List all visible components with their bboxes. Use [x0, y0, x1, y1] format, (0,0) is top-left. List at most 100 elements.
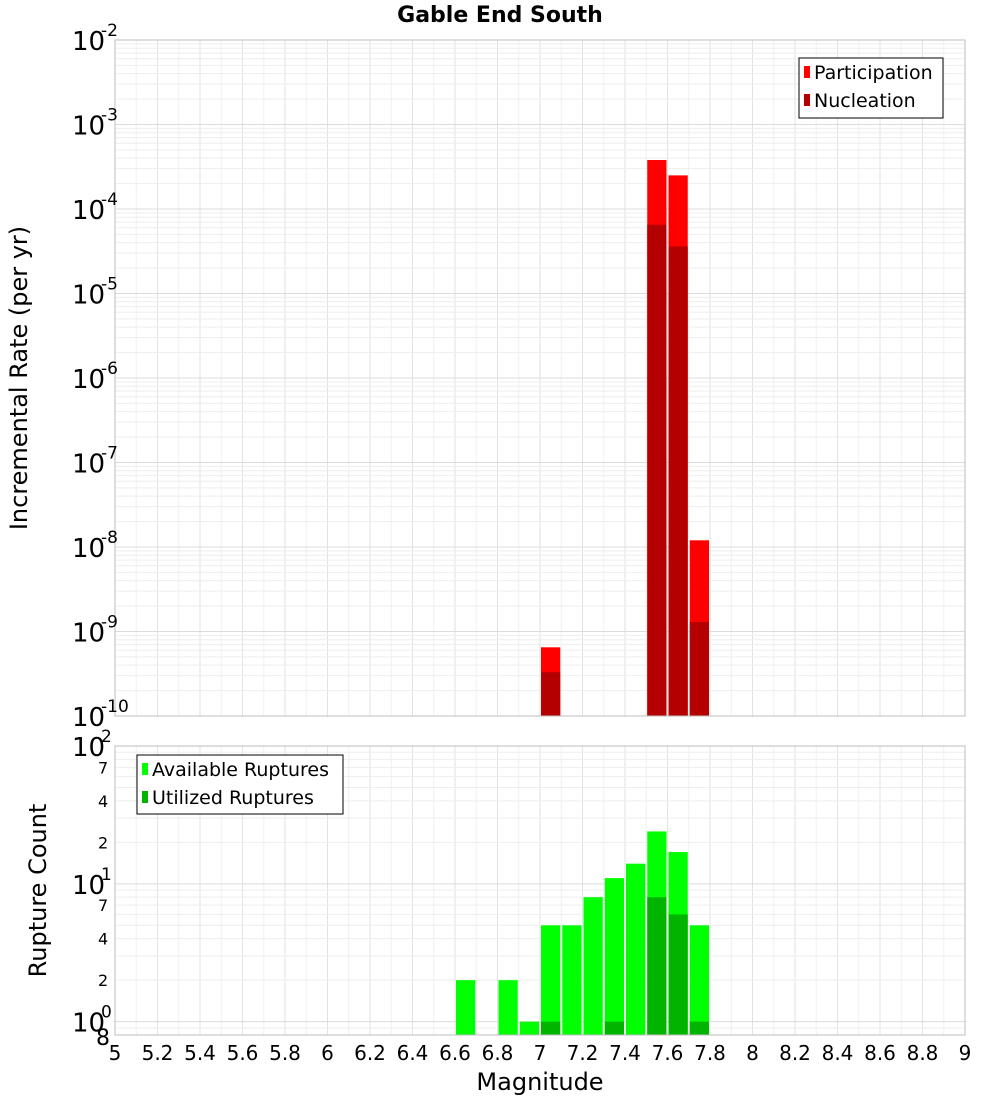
bottom-y-tick-label: 101	[72, 865, 112, 901]
x-tick-label: 5	[109, 1041, 122, 1065]
x-tick-label: 9	[959, 1041, 972, 1065]
x-tick-label: 6.6	[439, 1041, 471, 1065]
legend-label: Available Ruptures	[152, 759, 329, 781]
top-y-tick-base: 10	[72, 365, 105, 395]
x-tick-label: 7	[534, 1041, 547, 1065]
bottom-y-tick-base: 10	[72, 1009, 105, 1039]
bottom-y-minor-tick-label: 7	[98, 896, 108, 915]
x-tick-label: 7.6	[652, 1041, 684, 1065]
bottom-bar-available-ruptures	[541, 925, 561, 1035]
top-y-tick-label: 10-4	[72, 190, 118, 226]
x-tick-label: 5.2	[142, 1041, 174, 1065]
top-y-tick-exponent: -7	[101, 444, 118, 464]
bottom-bar-available-ruptures	[626, 863, 646, 1035]
bottom-bar-available-ruptures	[562, 925, 582, 1035]
top-bar-nucleation	[647, 224, 667, 716]
x-tick-label: 5.8	[269, 1041, 301, 1065]
top-bar-nucleation	[689, 621, 709, 716]
legend-label: Participation	[814, 62, 933, 84]
bottom-y-minor-tick-label: 2	[98, 971, 108, 990]
bottom-bar-available-ruptures	[519, 1021, 539, 1035]
top-y-tick-label: 10-2	[72, 21, 118, 57]
top-y-tick-base: 10	[72, 619, 105, 649]
top-y-tick-label: 10-5	[72, 275, 118, 311]
top-y-tick-label: 10-6	[72, 359, 118, 395]
bottom-y-axis-label: Rupture Count	[24, 804, 52, 978]
x-tick-label: 7.2	[567, 1041, 599, 1065]
x-tick-label: 7.8	[694, 1041, 726, 1065]
top-y-tick-exponent: -3	[101, 106, 118, 126]
top-bar-nucleation	[541, 672, 561, 716]
top-y-tick-base: 10	[72, 703, 105, 733]
bottom-bar-utilized-ruptures	[689, 1021, 709, 1035]
top-y-tick-label: 10-7	[72, 444, 118, 480]
bottom-y-tick-label: 102	[72, 727, 112, 763]
legend-swatch	[804, 66, 810, 78]
bottom-bar-available-ruptures	[604, 878, 624, 1035]
top-y-axis-label: Incremental Rate (per yr)	[5, 226, 33, 530]
plot-frame-2	[114, 745, 966, 1036]
bottom-y-tick-base: 10	[72, 733, 105, 763]
x-tick-label: 6	[321, 1041, 334, 1065]
top-y-tick-exponent: -10	[101, 697, 129, 717]
legend-top: Participation Nucleation	[798, 57, 944, 119]
x-tick-label: 8.8	[907, 1041, 939, 1065]
top-y-tick-base: 10	[72, 196, 105, 226]
top-y-tick-exponent: -2	[101, 21, 118, 41]
bottom-y-tick-exponent: 0	[101, 1003, 112, 1023]
legend-box	[798, 57, 944, 119]
x-axis-label: Magnitude	[476, 1068, 603, 1096]
top-y-tick-exponent: -9	[101, 613, 118, 633]
x-tick-label: 5.4	[184, 1041, 216, 1065]
legend-bottom: Available Ruptures Utilized Ruptures	[136, 754, 344, 815]
top-y-tick-exponent: -5	[101, 275, 118, 295]
bottom-bar-available-ruptures	[456, 980, 476, 1035]
bottom-bar-utilized-ruptures	[647, 897, 667, 1035]
chart-title: Gable End South	[397, 3, 603, 28]
legend-label: Utilized Ruptures	[152, 787, 314, 809]
bottom-y-minor-tick-label: 8	[96, 1026, 110, 1051]
top-y-tick-exponent: -8	[101, 528, 118, 548]
bottom-bar-available-ruptures	[689, 925, 709, 1035]
top-y-tick-base: 10	[72, 112, 105, 142]
top-y-tick-label: 10-3	[72, 106, 118, 142]
legend-swatch	[142, 763, 148, 775]
x-tick-label: 7.4	[609, 1041, 641, 1065]
top-y-tick-label: 10-9	[72, 613, 118, 649]
x-tick-label: 8	[746, 1041, 759, 1065]
x-tick-label: 6.4	[397, 1041, 429, 1065]
top-y-tick-label: 10-8	[72, 528, 118, 564]
bottom-y-minor-tick-label: 7	[98, 758, 108, 777]
bottom-y-minor-tick-label: 4	[98, 930, 108, 949]
x-tick-label: 6.2	[354, 1041, 386, 1065]
bottom-y-tick-base: 10	[72, 871, 105, 901]
top-y-tick-base: 10	[72, 27, 105, 57]
bottom-y-tick-exponent: 2	[101, 727, 112, 747]
bottom-y-minor-tick-label: 4	[98, 792, 108, 811]
top-bar-nucleation	[668, 246, 688, 716]
bottom-bar-utilized-ruptures	[668, 914, 688, 1035]
x-tick-label: 8.4	[822, 1041, 854, 1065]
bottom-bar-utilized-ruptures	[604, 1021, 624, 1035]
x-tick-label: 8.6	[864, 1041, 896, 1065]
bottom-bar-utilized-ruptures	[541, 1021, 561, 1035]
top-y-tick-base: 10	[72, 450, 105, 480]
top-y-tick-base: 10	[72, 281, 105, 311]
top-y-tick-exponent: -4	[101, 190, 118, 210]
legend-swatch	[804, 94, 810, 106]
legend-box	[136, 754, 344, 815]
x-tick-label: 5.6	[227, 1041, 259, 1065]
bottom-bar-available-ruptures	[583, 897, 603, 1035]
legend-label: Nucleation	[814, 90, 916, 112]
bottom-y-tick-exponent: 1	[101, 865, 112, 885]
bottom-bar-available-ruptures	[498, 980, 518, 1035]
x-tick-label: 6.8	[482, 1041, 514, 1065]
plot-frame-1	[114, 39, 966, 717]
legend-swatch	[142, 791, 148, 803]
bottom-y-tick-label: 100	[72, 1003, 112, 1039]
bottom-y-minor-tick-label: 2	[98, 833, 108, 852]
top-y-tick-base: 10	[72, 534, 105, 564]
x-tick-label: 8.2	[779, 1041, 811, 1065]
